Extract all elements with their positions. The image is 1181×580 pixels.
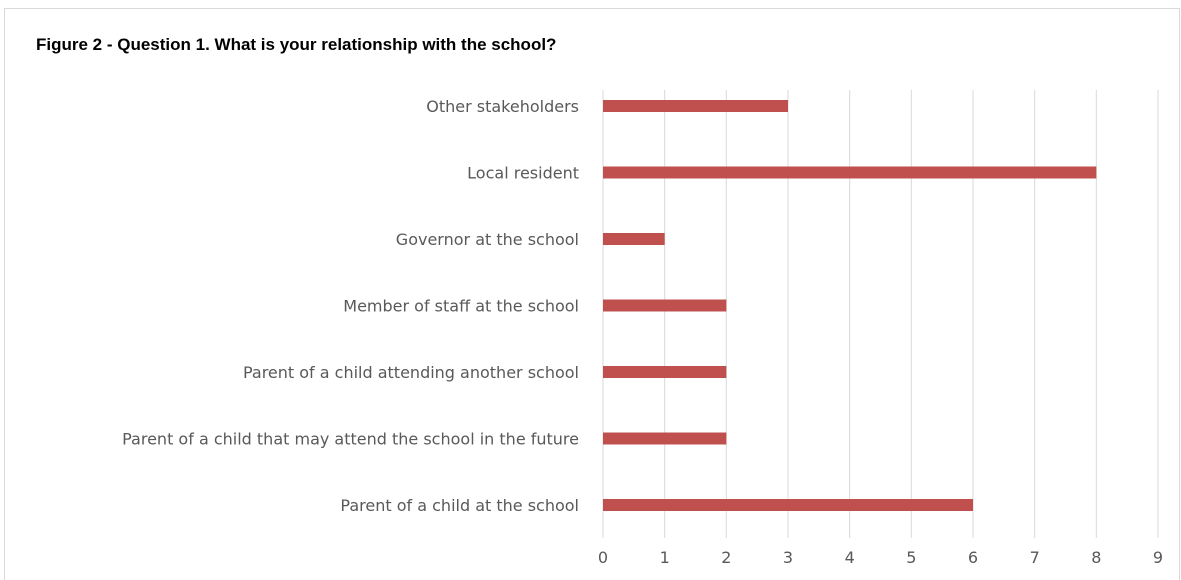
category-label: Local resident — [467, 164, 579, 183]
category-label: Member of staff at the school — [343, 297, 579, 316]
x-tick-label: 6 — [968, 548, 978, 567]
bars — [603, 100, 1097, 511]
bar — [603, 366, 727, 378]
x-tick-label: 1 — [660, 548, 670, 567]
category-label: Parent of a child attending another scho… — [243, 363, 579, 382]
bar — [603, 432, 727, 445]
x-tick-label: 7 — [1030, 548, 1040, 567]
x-tick-label: 4 — [845, 548, 855, 567]
category-labels: Other stakeholders Local resident Governor… — [122, 97, 579, 515]
bar — [603, 299, 727, 312]
category-label: Parent of a child that may attend the sc… — [122, 430, 579, 449]
category-label: Parent of a child at the school — [340, 496, 579, 515]
bar — [603, 100, 788, 112]
bar — [603, 166, 1097, 179]
gridlines — [602, 90, 1159, 538]
bar — [603, 233, 665, 245]
chart-title: Figure 2 - Question 1. What is your rela… — [36, 35, 557, 54]
x-tick-label: 8 — [1091, 548, 1101, 567]
x-tick-label: 2 — [721, 548, 731, 567]
x-tick-label: 0 — [598, 548, 608, 567]
x-tick-label: 3 — [783, 548, 793, 567]
x-tick-label: 5 — [906, 548, 916, 567]
x-tick-labels: 0 1 2 3 4 5 6 7 8 9 — [598, 548, 1163, 567]
x-tick-label: 9 — [1153, 548, 1163, 567]
chart-frame — [4, 8, 1180, 580]
category-label: Governor at the school — [396, 230, 579, 249]
category-label: Other stakeholders — [426, 97, 579, 116]
bar — [603, 499, 973, 511]
